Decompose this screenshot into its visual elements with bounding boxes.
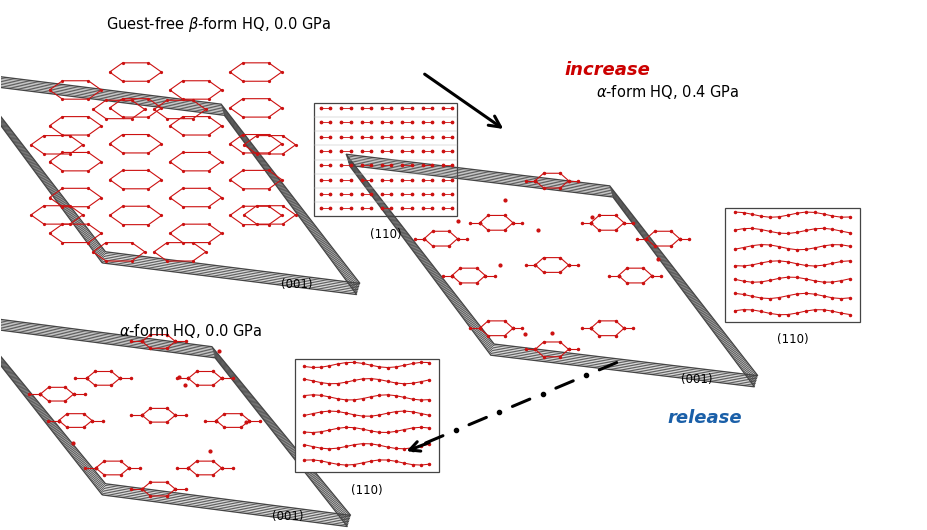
Text: Guest-free $\beta$-form HQ, 0.0 GPa: Guest-free $\beta$-form HQ, 0.0 GPa <box>106 14 331 33</box>
Text: (001): (001) <box>272 510 303 523</box>
Text: $\alpha$-form HQ, 0.4 GPa: $\alpha$-form HQ, 0.4 GPa <box>595 83 739 101</box>
Text: (110): (110) <box>350 483 382 497</box>
Bar <box>725 208 858 322</box>
Bar <box>313 103 457 216</box>
Bar <box>295 359 438 472</box>
Text: (110): (110) <box>369 228 400 241</box>
Text: (001): (001) <box>281 278 312 291</box>
Text: (110): (110) <box>776 333 807 346</box>
Text: $\alpha$-form HQ, 0.0 GPa: $\alpha$-form HQ, 0.0 GPa <box>120 322 262 340</box>
Text: release: release <box>667 409 741 427</box>
Text: (001): (001) <box>680 373 712 386</box>
Text: increase: increase <box>564 61 650 79</box>
